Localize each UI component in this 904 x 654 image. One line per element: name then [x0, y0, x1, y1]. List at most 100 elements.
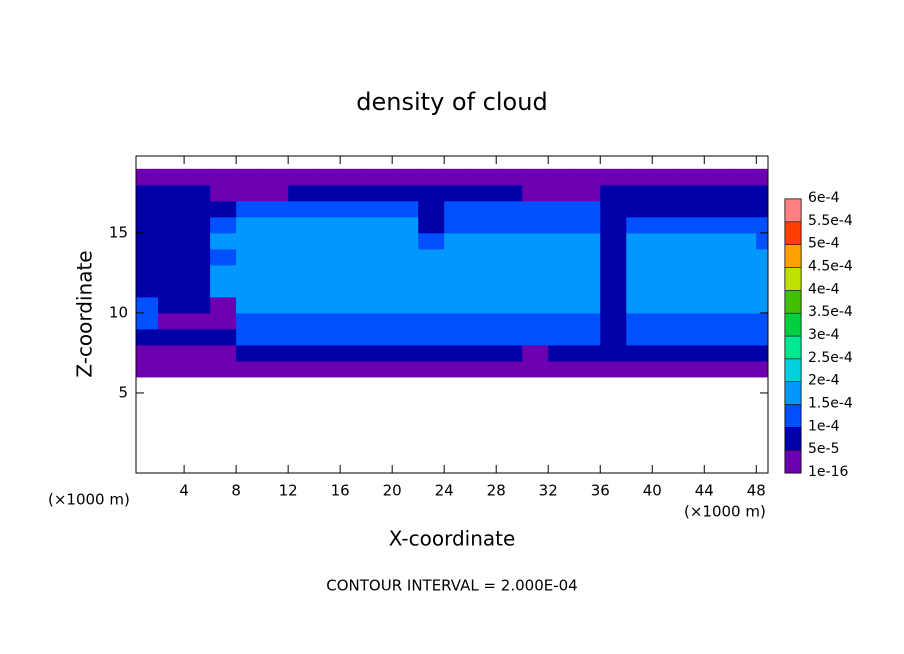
contour-cell	[470, 296, 497, 314]
contour-cell	[730, 184, 757, 202]
x-tick-label: 36	[591, 482, 610, 500]
contour-cell	[236, 168, 263, 186]
contour-cell	[392, 232, 419, 250]
contour-cell	[444, 312, 471, 330]
contour-cell	[626, 344, 653, 362]
contour-cell	[158, 360, 185, 378]
contour-cell	[522, 216, 549, 234]
contour-cell	[184, 296, 211, 314]
contour-cell	[444, 184, 471, 202]
contour-cell	[210, 248, 237, 266]
contour-cell	[136, 296, 159, 314]
contour-cell	[158, 312, 185, 330]
contour-cell	[730, 344, 757, 362]
contour-cell	[756, 184, 768, 202]
contour-cell	[184, 232, 211, 250]
contour-cell	[136, 232, 159, 250]
x-unit-label: (×1000 m)	[684, 503, 766, 521]
contour-cell	[574, 216, 601, 234]
contour-cell	[704, 184, 731, 202]
contour-cell	[288, 248, 315, 266]
contour-cell	[496, 168, 523, 186]
contour-cell	[678, 184, 705, 202]
contour-cell	[600, 168, 627, 186]
contour-cell	[548, 296, 575, 314]
contour-cell	[392, 200, 419, 218]
contour-cell	[366, 248, 393, 266]
contour-cell	[496, 280, 523, 298]
contour-cell	[496, 344, 523, 362]
contour-cell	[756, 280, 768, 298]
contour-cell	[652, 328, 679, 346]
y-tick-label: 10	[109, 303, 128, 321]
contour-cell	[730, 264, 757, 282]
contour-cell	[158, 264, 185, 282]
contour-cell	[418, 328, 445, 346]
contour-cell	[236, 296, 263, 314]
colorbar-label: 6e-4	[808, 190, 840, 206]
contour-cell	[184, 328, 211, 346]
contour-cell	[288, 264, 315, 282]
contour-cell	[496, 216, 523, 234]
contour-cell	[210, 344, 237, 362]
contour-cell	[600, 184, 627, 202]
contour-cell	[574, 280, 601, 298]
contour-cell	[548, 280, 575, 298]
contour-cell	[288, 200, 315, 218]
contour-cell	[288, 216, 315, 234]
contour-cell	[652, 280, 679, 298]
contour-cell	[340, 280, 367, 298]
contour-cell	[704, 360, 731, 378]
contour-cell	[444, 216, 471, 234]
contour-cell	[136, 216, 159, 234]
contour-cell	[470, 264, 497, 282]
contour-cell	[236, 360, 263, 378]
contour-cell	[418, 168, 445, 186]
x-tick-label: 32	[539, 482, 558, 500]
contour-cell	[678, 232, 705, 250]
contour-cell	[418, 200, 445, 218]
contour-cell	[314, 216, 341, 234]
contour-cell	[288, 360, 315, 378]
contour-cell	[496, 296, 523, 314]
contour-cell	[210, 296, 237, 314]
contour-cell	[548, 232, 575, 250]
contour-cell	[678, 312, 705, 330]
contour-cell	[314, 296, 341, 314]
contour-cell	[210, 216, 237, 234]
contour-cell	[136, 280, 159, 298]
contour-cell	[704, 216, 731, 234]
contour-cell	[522, 312, 549, 330]
contour-cell	[236, 280, 263, 298]
contour-cell	[600, 264, 627, 282]
contour-cell	[756, 344, 768, 362]
contour-cell	[418, 232, 445, 250]
contour-cell	[548, 248, 575, 266]
contour-cell	[756, 232, 768, 250]
contour-cell	[210, 200, 237, 218]
contour-cell	[158, 184, 185, 202]
contour-cell	[210, 168, 237, 186]
contour-cell	[678, 328, 705, 346]
contour-cell	[210, 360, 237, 378]
contour-cell	[496, 232, 523, 250]
contour-cell	[158, 200, 185, 218]
contour-cell	[392, 360, 419, 378]
contour-cell	[522, 328, 549, 346]
contour-cell	[652, 232, 679, 250]
contour-cell	[626, 264, 653, 282]
contour-cell	[288, 168, 315, 186]
colorbar-label: 5.5e-4	[808, 213, 853, 229]
contour-cell	[600, 360, 627, 378]
contour-cell	[236, 232, 263, 250]
contour-cell	[522, 360, 549, 378]
x-tick-label: 20	[383, 482, 402, 500]
contour-cell	[652, 184, 679, 202]
contour-cell	[496, 184, 523, 202]
contour-cell	[314, 248, 341, 266]
colorbar-bin	[784, 267, 802, 291]
contour-note: CONTOUR INTERVAL = 2.000E-04	[326, 577, 577, 595]
contour-cell	[678, 344, 705, 362]
contour-cell	[236, 264, 263, 282]
contour-cell	[470, 312, 497, 330]
